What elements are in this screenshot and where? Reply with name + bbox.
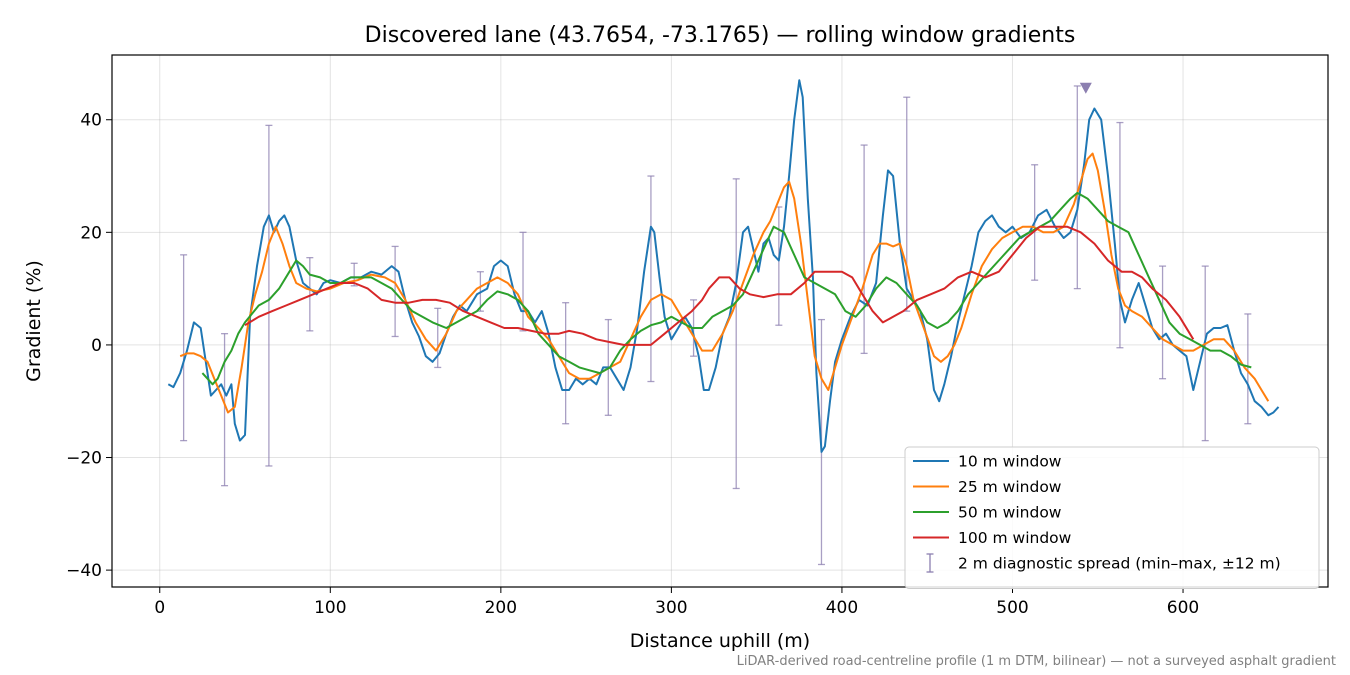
peak-marker bbox=[1079, 82, 1092, 94]
x-tick-label: 0 bbox=[154, 598, 165, 618]
chart-title: Discovered lane (43.7654, -73.1765) — ro… bbox=[365, 23, 1076, 48]
legend-label: 50 m window bbox=[958, 504, 1062, 522]
legend-label: 25 m window bbox=[958, 478, 1062, 496]
diagnostic-errorbar bbox=[519, 231, 527, 332]
diagnostic-errorbar bbox=[562, 302, 570, 425]
legend-box bbox=[904, 446, 1320, 589]
legend-label: 2 m diagnostic spread (min–max, ±12 m) bbox=[958, 555, 1281, 573]
chart-footnote: LiDAR-derived road-centreline profile (1… bbox=[737, 654, 1336, 669]
series-lines bbox=[167, 79, 1280, 453]
y-tick-label: 40 bbox=[80, 111, 102, 131]
y-tick-label: 20 bbox=[80, 223, 102, 243]
diagnostic-errorbar bbox=[1073, 85, 1081, 290]
y-tick-label: −20 bbox=[66, 449, 102, 469]
diagnostic-errorbar bbox=[1201, 265, 1209, 442]
series-line-25m bbox=[179, 152, 1270, 414]
diagnostic-errorbar bbox=[434, 307, 442, 369]
diagnostic-errorbar bbox=[1244, 313, 1252, 425]
y-axis-label: Gradient (%) bbox=[23, 260, 45, 382]
x-tick-label: 600 bbox=[1167, 598, 1199, 618]
plot-frame bbox=[111, 54, 1329, 588]
x-tick-label: 100 bbox=[314, 598, 346, 618]
legend-label: 10 m window bbox=[958, 453, 1062, 471]
y-tick-label: −40 bbox=[66, 561, 102, 581]
legend-item: 10 m window bbox=[913, 453, 1062, 471]
diagnostic-errorbar bbox=[1159, 265, 1167, 380]
x-tick-label: 500 bbox=[996, 598, 1028, 618]
legend-item: 25 m window bbox=[913, 478, 1062, 496]
diagnostic-errorbar bbox=[732, 178, 740, 490]
diagnostic-errorbar bbox=[221, 333, 229, 487]
x-tick-label: 300 bbox=[655, 598, 687, 618]
diagnostic-errorbar bbox=[265, 124, 273, 467]
x-tick-label: 400 bbox=[826, 598, 858, 618]
diagnostic-errorbar bbox=[180, 254, 188, 442]
x-axis-label: Distance uphill (m) bbox=[630, 630, 810, 652]
legend-item: 50 m window bbox=[913, 504, 1062, 522]
annotations bbox=[1079, 82, 1092, 94]
x-tick-label: 200 bbox=[485, 598, 517, 618]
series-line-100m bbox=[244, 225, 1195, 346]
diagnostic-errorbar bbox=[306, 257, 314, 332]
legend: 10 m window 25 m window 50 m window 100 m w… bbox=[904, 446, 1320, 589]
diagnostic-errorbar bbox=[860, 144, 868, 355]
series-line-10m bbox=[167, 79, 1280, 453]
axis-ticks: 0 100 200 300 400 500 600 −40 −20 0 20 40 bbox=[66, 111, 1199, 618]
legend-label: 100 m window bbox=[958, 529, 1072, 547]
legend-item: 100 m window bbox=[913, 529, 1072, 547]
legend-item: 2 m diagnostic spread (min–max, ±12 m) bbox=[926, 553, 1281, 573]
diagnostic-errorbar bbox=[1116, 121, 1124, 349]
y-tick-label: 0 bbox=[91, 336, 102, 356]
diagnostic-errorbar bbox=[647, 175, 655, 383]
